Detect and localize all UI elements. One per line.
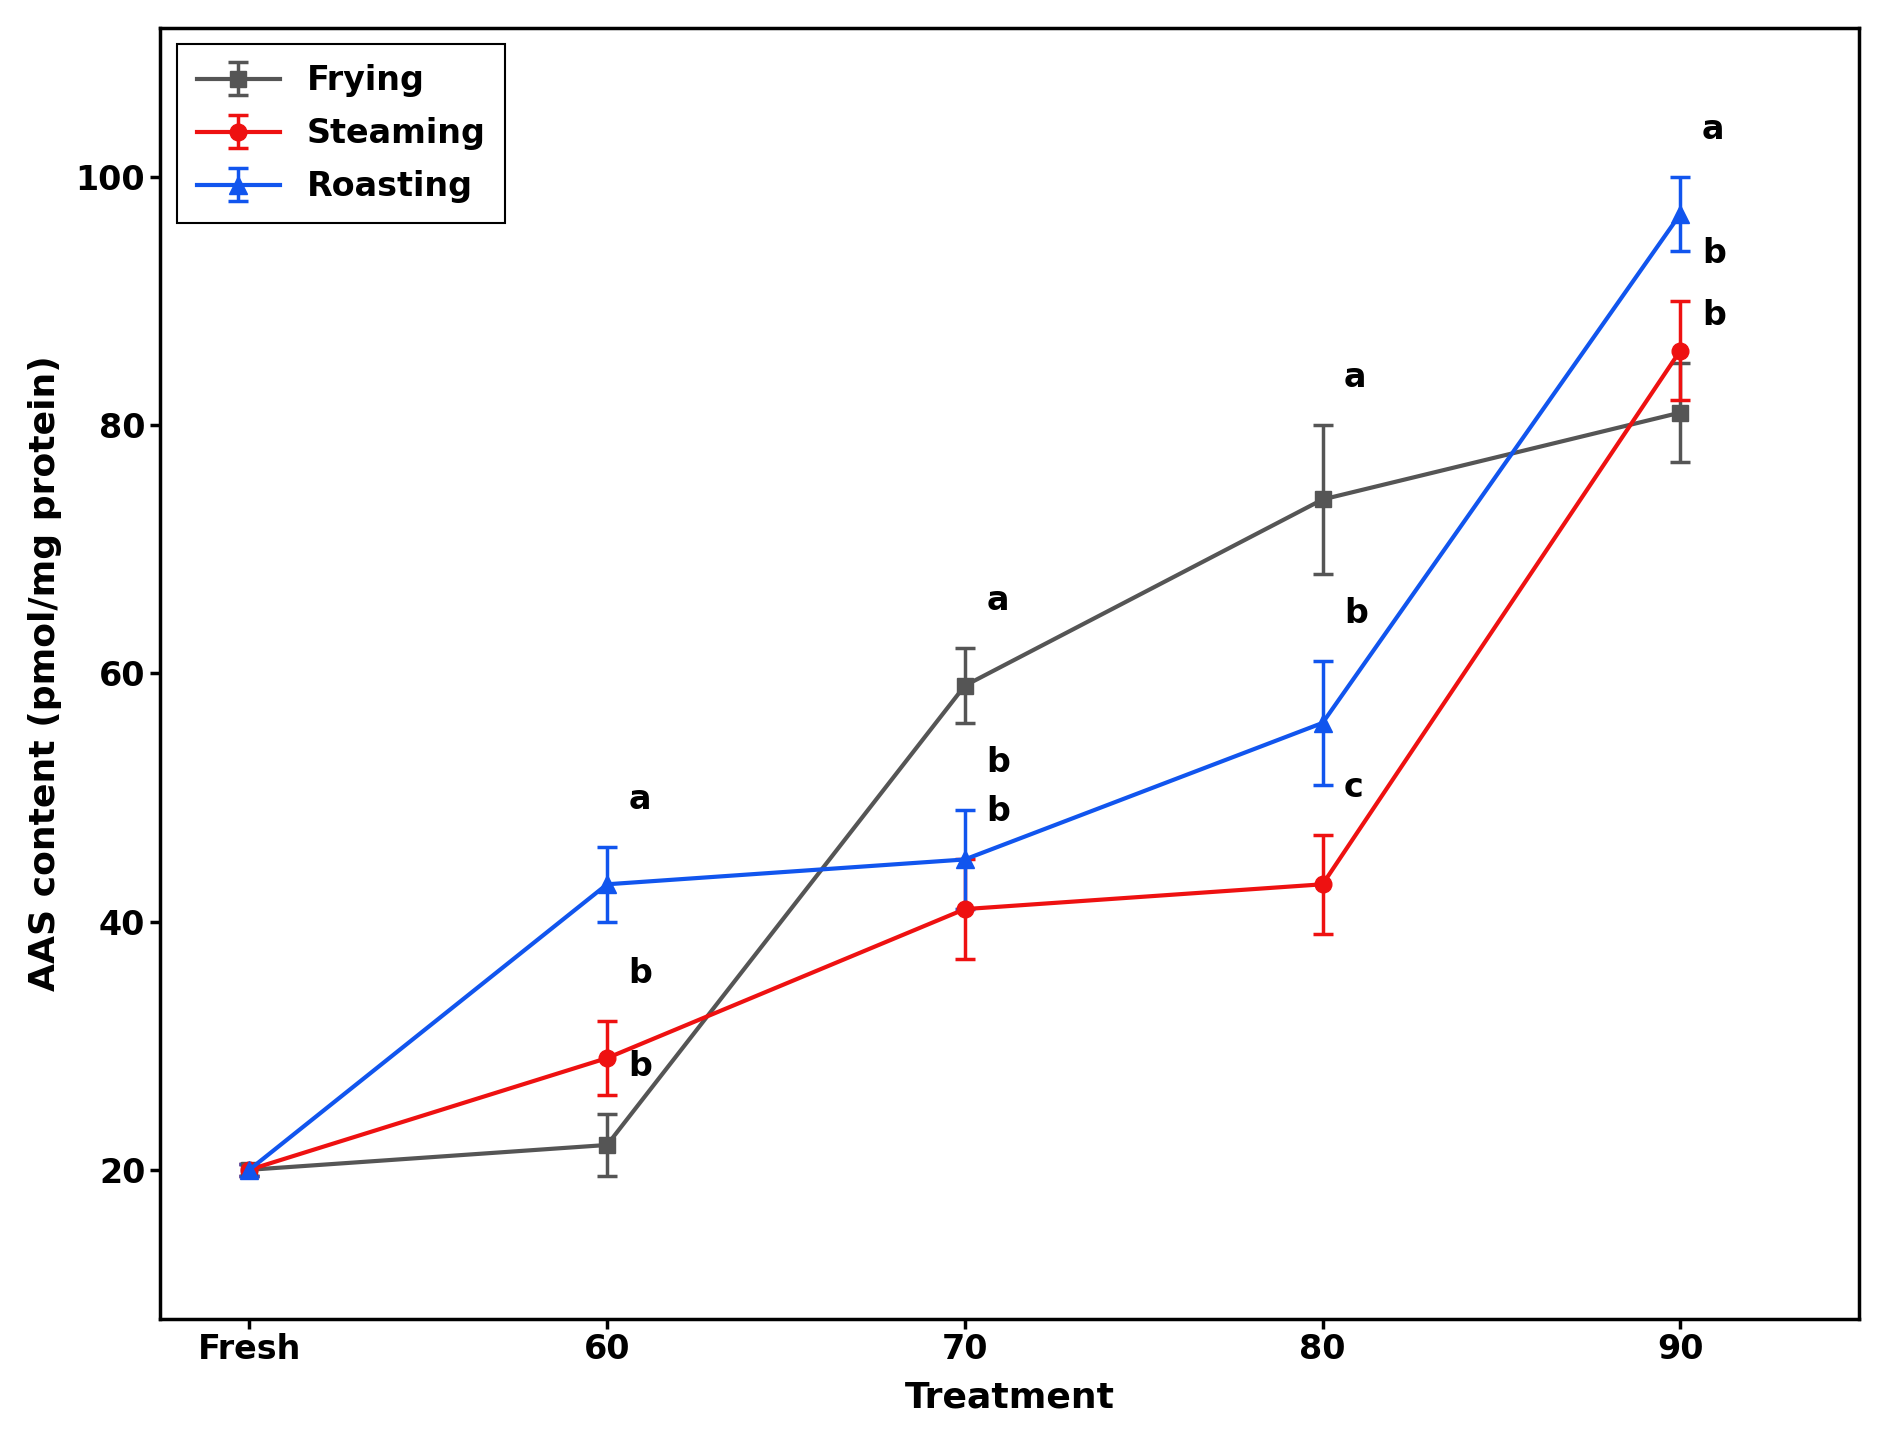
Text: b: b <box>987 796 1010 828</box>
Text: a: a <box>628 783 651 816</box>
Text: a: a <box>1702 112 1725 146</box>
Text: b: b <box>1702 298 1727 332</box>
Text: b: b <box>628 1050 653 1083</box>
X-axis label: Treatment: Treatment <box>904 1380 1115 1415</box>
Text: b: b <box>1344 597 1368 630</box>
Legend: Frying, Steaming, Roasting: Frying, Steaming, Roasting <box>177 45 506 224</box>
Text: b: b <box>1702 236 1727 270</box>
Text: b: b <box>628 957 653 989</box>
Y-axis label: AAS content (pmol/mg protein): AAS content (pmol/mg protein) <box>28 355 62 991</box>
Text: a: a <box>987 584 1010 617</box>
Text: c: c <box>1344 770 1364 803</box>
Text: b: b <box>987 746 1010 779</box>
Text: a: a <box>1344 360 1366 394</box>
